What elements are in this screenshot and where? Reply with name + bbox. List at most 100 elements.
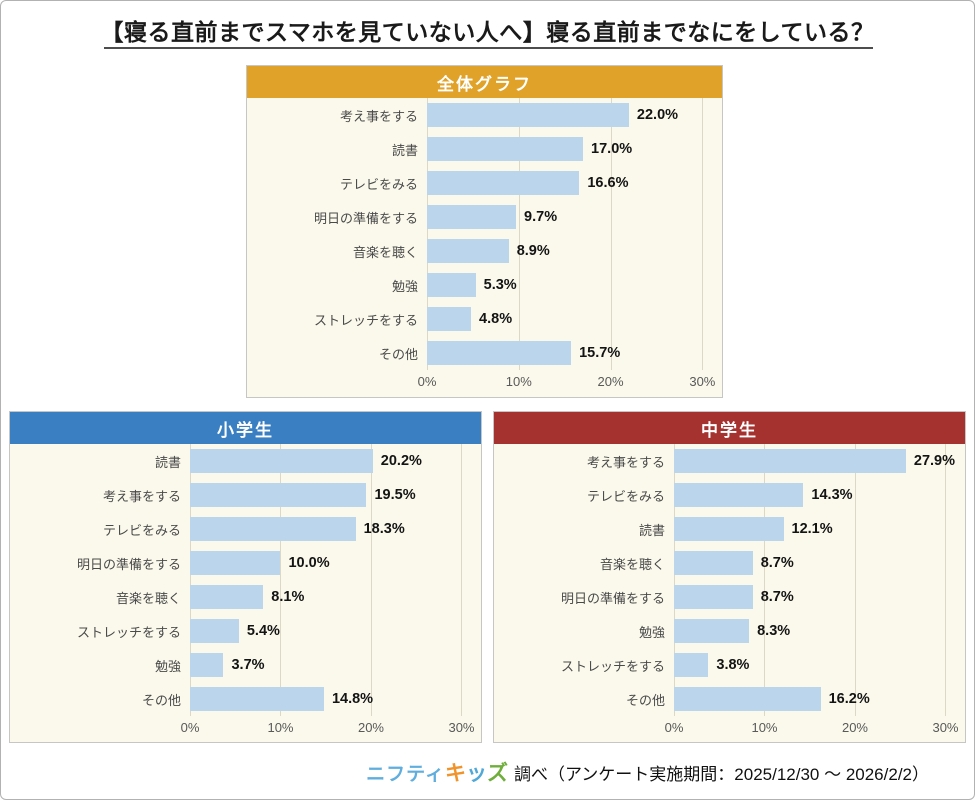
- bar-zone: 19.5%: [190, 483, 471, 507]
- bar: [674, 653, 709, 677]
- chart-elementary-plot: 読書 20.2% 考え事をする 19.5% テレビをみる 18.3% 明日の準備をする 10.…: [10, 444, 481, 744]
- bar-rows: 考え事をする 22.0% 読書 17.0% テレビをみる 16.6% 明日の準備をする 9.7…: [247, 98, 722, 370]
- x-tick-label: 0%: [664, 720, 684, 735]
- bar: [190, 551, 281, 575]
- category-label: 明日の準備をする: [560, 590, 665, 606]
- bar-zone: 8.9%: [427, 239, 712, 263]
- chart-row: 考え事をする 19.5%: [10, 478, 481, 512]
- value-label: 5.4%: [246, 623, 280, 639]
- bar: [190, 585, 264, 609]
- bar-zone: 10.0%: [190, 551, 471, 575]
- value-label: 8.1%: [271, 589, 305, 605]
- value-label: 14.3%: [811, 487, 853, 503]
- value-label: 4.8%: [479, 311, 513, 327]
- value-label: 15.7%: [579, 345, 621, 361]
- category-label: 読書: [391, 142, 418, 158]
- bar-zone: 18.3%: [190, 517, 471, 541]
- category-label: 音楽を聴く: [115, 590, 181, 606]
- logo-text: ニフティ: [366, 764, 445, 785]
- x-tick-label: 30%: [689, 374, 716, 389]
- bar: [427, 273, 476, 297]
- category-label: その他: [378, 346, 418, 362]
- chart-junior-plot: 考え事をする 27.9% テレビをみる 14.3% 読書 12.1% 音楽を聴く 8.7% 明日…: [494, 444, 965, 744]
- gridline: [945, 444, 947, 716]
- chart-elementary-header: 小学生: [10, 412, 481, 444]
- x-axis: 0% 10% 20% 30%: [418, 370, 716, 398]
- logo-text: ッ: [465, 762, 487, 785]
- chart-overall-plot: 考え事をする 22.0% 読書 17.0% テレビをみる 16.6% 明日の準備をする 9.7…: [247, 98, 722, 398]
- chart-row: 明日の準備をする 8.7%: [494, 580, 965, 614]
- bar-rows: 考え事をする 27.9% テレビをみる 14.3% 読書 12.1% 音楽を聴く 8.7% 明日…: [494, 444, 965, 716]
- chart-row: 明日の準備をする 10.0%: [10, 546, 481, 580]
- gridline: [190, 444, 191, 716]
- x-tick-label: 20%: [841, 720, 868, 735]
- gridline: [610, 98, 612, 370]
- x-tick-label: 0%: [180, 720, 200, 735]
- chart-row: ストレッチをする 3.8%: [494, 648, 965, 682]
- value-label: 9.7%: [524, 209, 558, 225]
- bar-zone: 17.0%: [427, 137, 712, 161]
- bar: [674, 619, 750, 643]
- category-label: テレビをみる: [586, 488, 665, 504]
- chart-row: 音楽を聴く 8.9%: [247, 234, 722, 268]
- chart-elementary: 小学生 読書 20.2% 考え事をする 19.5% テレビをみる 18.3% 明日の準備をす…: [9, 411, 482, 743]
- gridline: [674, 444, 675, 716]
- category-label: その他: [625, 692, 665, 708]
- gridline: [854, 444, 856, 716]
- bar-zone: 15.7%: [427, 341, 712, 365]
- chart-row: 考え事をする 27.9%: [494, 444, 965, 478]
- bar: [674, 449, 906, 473]
- gridline: [461, 444, 463, 716]
- category-label: 明日の準備をする: [313, 210, 418, 226]
- gridline: [280, 444, 282, 716]
- x-axis: 0% 10% 20% 30%: [665, 716, 959, 744]
- bar: [427, 137, 584, 161]
- category-label: 勉強: [391, 278, 418, 294]
- value-label: 19.5%: [374, 487, 416, 503]
- bar-zone: 27.9%: [674, 449, 955, 473]
- chart-row: ストレッチをする 5.4%: [10, 614, 481, 648]
- value-label: 14.8%: [331, 691, 374, 707]
- chart-row: 勉強 5.3%: [247, 268, 722, 302]
- x-axis: 0% 10% 20% 30%: [181, 716, 475, 744]
- chart-row: ストレッチをする 4.8%: [247, 302, 722, 336]
- bar: [427, 341, 572, 365]
- bar-zone: 20.2%: [190, 449, 471, 473]
- value-label: 10.0%: [288, 555, 330, 571]
- category-label: 読書: [638, 522, 665, 538]
- chart-row: その他 16.2%: [494, 682, 965, 716]
- category-label: テレビをみる: [339, 176, 418, 192]
- category-label: 読書: [154, 454, 181, 470]
- bar: [674, 585, 753, 609]
- x-tick-label: 10%: [751, 720, 778, 735]
- bar-zone: 3.7%: [190, 653, 471, 677]
- chart-row: 読書 12.1%: [494, 512, 965, 546]
- chart-row: 勉強 3.7%: [10, 648, 481, 682]
- gridline: [518, 98, 520, 370]
- bar: [674, 551, 753, 575]
- bar: [427, 239, 509, 263]
- bar-zone: 4.8%: [427, 307, 712, 331]
- value-label: 17.0%: [591, 141, 633, 157]
- value-label: 16.2%: [828, 691, 870, 707]
- category-label: 明日の準備をする: [76, 556, 181, 572]
- bar: [190, 449, 373, 473]
- value-label: 5.3%: [483, 277, 517, 293]
- logo-text: キ: [444, 762, 466, 785]
- value-label: 3.7%: [231, 657, 265, 673]
- category-label: 考え事をする: [339, 108, 418, 124]
- grid-overlay: [427, 98, 712, 370]
- category-label: その他: [141, 692, 181, 708]
- bar-zone: 22.0%: [427, 103, 712, 127]
- value-label: 8.7%: [760, 589, 794, 605]
- value-label: 3.8%: [716, 657, 750, 673]
- bar: [427, 103, 629, 127]
- bar: [674, 687, 821, 711]
- bar: [190, 483, 367, 507]
- bar-zone: 12.1%: [674, 517, 955, 541]
- bar-zone: 8.7%: [674, 551, 955, 575]
- bar-zone: 8.7%: [674, 585, 955, 609]
- chart-row: 勉強 8.3%: [494, 614, 965, 648]
- x-tick-label: 20%: [357, 720, 384, 735]
